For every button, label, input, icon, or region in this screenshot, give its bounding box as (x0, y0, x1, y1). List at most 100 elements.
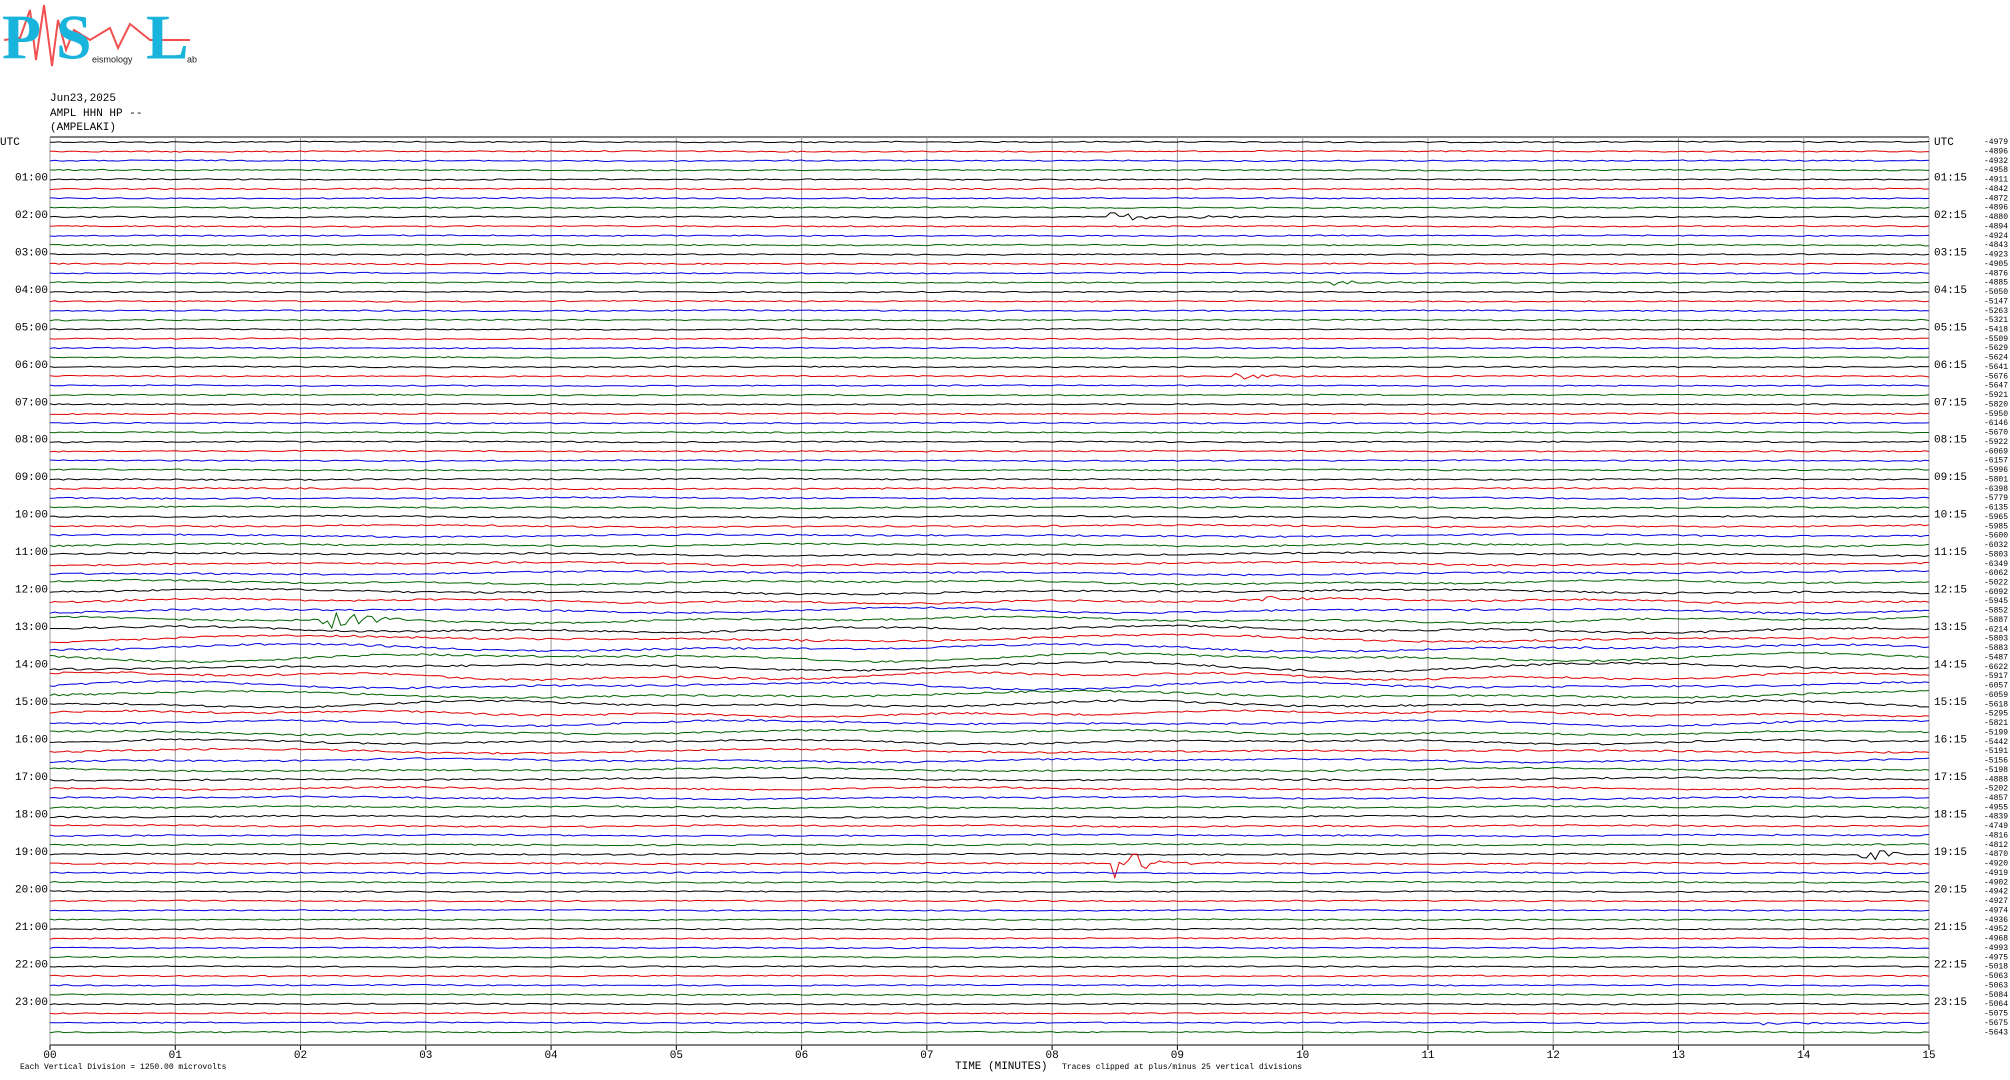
trace-offset: -4927 (1984, 897, 2008, 906)
right-time-label: UTC (1934, 137, 1954, 149)
trace-offset: -4955 (1984, 803, 2008, 812)
trace-offset: -5199 (1984, 728, 2008, 737)
trace (49, 642, 1930, 653)
trace (49, 1002, 1930, 1006)
trace-offset: -5075 (1984, 1010, 2008, 1019)
trace-offset: -5945 (1984, 597, 2008, 606)
trace-offset: -5803 (1984, 550, 2008, 559)
trace-offset: -4896 (1984, 147, 2008, 156)
left-time-label: 20:00 (15, 885, 48, 897)
trace (49, 551, 1930, 558)
left-time-label: 13:00 (15, 622, 48, 634)
right-time-label: 11:15 (1934, 547, 1967, 559)
trace-offset: -5321 (1984, 316, 2008, 325)
trace (49, 680, 1930, 691)
trace (49, 533, 1930, 539)
left-time-label: 12:00 (15, 585, 48, 597)
left-time-label: 05:00 (15, 322, 48, 334)
trace-offset: -4923 (1984, 251, 2008, 260)
trace-offset: -5063 (1984, 981, 2008, 990)
right-time-label: 05:15 (1934, 322, 1967, 334)
x-tick-label: 08 (1046, 1050, 1059, 1062)
trace (49, 318, 1930, 322)
x-tick-label: 07 (920, 1050, 933, 1062)
logo-wave (3, 4, 190, 67)
trace-offset: -4924 (1984, 232, 2008, 241)
trace (49, 486, 1930, 491)
x-tick-label: 09 (1171, 1050, 1184, 1062)
footnote: Traces clipped at plus/minus 25 vertical… (1062, 1063, 1302, 1072)
left-time-label: 09:00 (15, 472, 48, 484)
x-tick-label: 00 (43, 1050, 56, 1062)
trace (49, 993, 1930, 997)
trace-offset: -6057 (1984, 682, 2008, 691)
trace-offset: -5084 (1984, 991, 2008, 1000)
trace (50, 140, 1930, 144)
trace-offset: -4942 (1984, 888, 2008, 897)
trace-offset: -5629 (1984, 344, 2008, 353)
trace (49, 833, 1930, 838)
left-time-label: 03:00 (15, 247, 48, 259)
trace-offset: -4979 (1984, 138, 2008, 147)
left-time-label: 22:00 (15, 959, 48, 971)
trace-offset: -4870 (1984, 850, 2008, 859)
trace (49, 927, 1930, 931)
trace-offset: -5022 (1984, 578, 2008, 587)
date: Jun23,2025 (50, 93, 116, 105)
left-time-label: 17:00 (15, 772, 48, 784)
trace (49, 290, 1930, 294)
trace (49, 569, 1930, 577)
right-time-label: 03:15 (1934, 247, 1967, 259)
right-time-label: 04:15 (1934, 285, 1967, 297)
trace (49, 206, 1930, 209)
trace-offset: -5618 (1984, 700, 2008, 709)
logo-word: ab (187, 54, 197, 64)
trace-offset: -4974 (1984, 906, 2008, 915)
trace (49, 660, 1930, 673)
left-time-label: 08:00 (15, 435, 48, 447)
trace (49, 842, 1930, 847)
trace (49, 421, 1930, 425)
trace-offset: -4905 (1984, 260, 2008, 269)
trace-offset: -6062 (1984, 569, 2008, 578)
trace-offset: -6032 (1984, 541, 2008, 550)
trace (49, 785, 1930, 792)
trace (49, 719, 1930, 728)
trace (49, 159, 1930, 163)
trace (49, 468, 1930, 472)
logo-letter: S (56, 2, 92, 73)
trace (49, 542, 1930, 548)
trace-offset: -5600 (1984, 532, 2008, 541)
x-tick-label: 05 (670, 1050, 683, 1062)
trace-offset: -5202 (1984, 785, 2008, 794)
trace-offset: -6135 (1984, 504, 2008, 513)
trace (49, 757, 1930, 764)
trace-offset: -5641 (1984, 363, 2008, 372)
trace-offset: -4816 (1984, 831, 2008, 840)
trace (49, 560, 1929, 567)
trace-offset: -6398 (1984, 485, 2008, 494)
trace (49, 187, 1930, 191)
trace (49, 496, 1930, 500)
x-tick-label: 10 (1296, 1050, 1309, 1062)
trace (49, 983, 1929, 987)
trace (49, 804, 1930, 810)
trace (49, 1030, 1930, 1034)
trace-offset: -4888 (1984, 775, 2008, 784)
trace-offset: -5779 (1984, 494, 2008, 503)
trace-offset: -4885 (1984, 279, 2008, 288)
x-tick-label: 01 (169, 1050, 183, 1062)
trace (49, 337, 1929, 341)
right-time-label: 16:15 (1934, 735, 1967, 747)
left-time-label: 10:00 (15, 510, 48, 522)
trace-offset: -5063 (1984, 972, 2008, 981)
trace-offset: -5191 (1984, 747, 2008, 756)
trace-offset: -6092 (1984, 588, 2008, 597)
left-time-label: 19:00 (15, 847, 48, 859)
trace-offset: -5921 (1984, 391, 2008, 400)
trace (49, 234, 1930, 238)
x-tick-label: 03 (419, 1050, 432, 1062)
trace (49, 168, 1930, 172)
trace (49, 871, 1930, 875)
